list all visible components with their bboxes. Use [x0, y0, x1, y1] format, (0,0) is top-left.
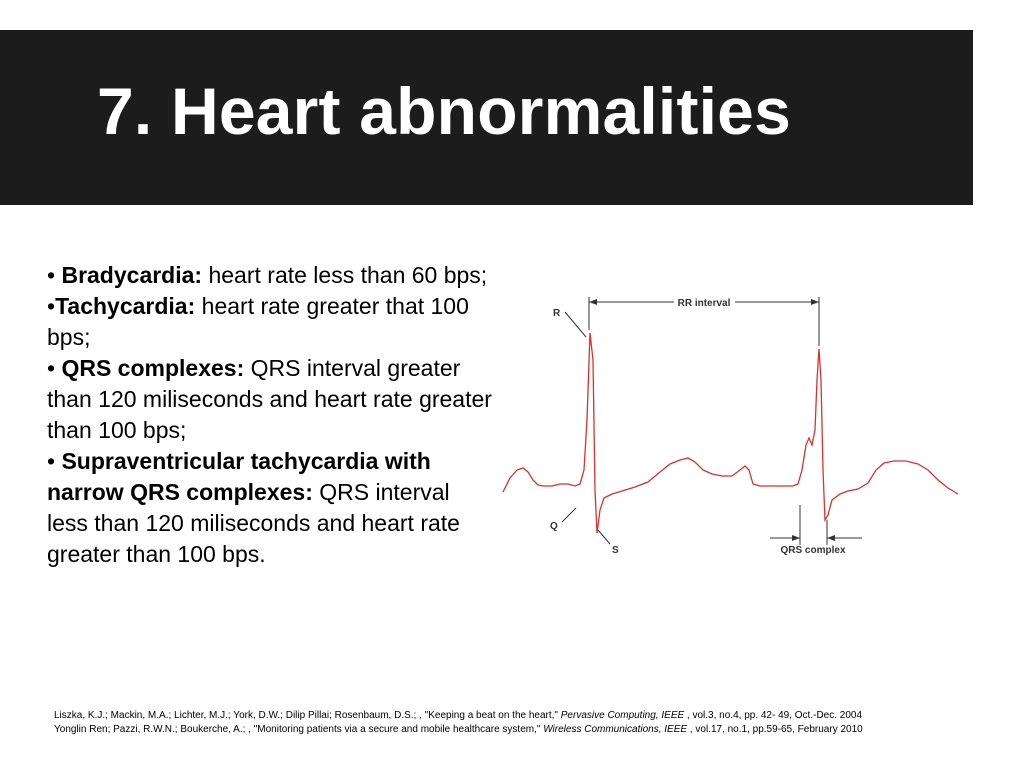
- title-bar: [0, 30, 973, 205]
- bullet-text: QRS interval less than 120 miliseconds a…: [47, 479, 460, 567]
- qrs-arrowhead-right: [827, 535, 835, 541]
- references: Liszka, K.J.; Mackin, M.A.; Lichter, M.J…: [54, 709, 974, 737]
- bullet-marker: •: [47, 448, 62, 474]
- q-pointer: [561, 507, 577, 523]
- s-pointer: [597, 529, 611, 545]
- reference-details: , vol.17, no.1, pp.59-65, February 2010: [687, 724, 863, 735]
- ecg-trace: [502, 332, 959, 534]
- bullet-text: heart rate greater that 100 bps;: [47, 293, 469, 350]
- bullet-term: Tachycardia:: [55, 293, 196, 319]
- bullet-tachycardia: •Tachycardia: heart rate greater that 10…: [47, 291, 492, 353]
- bullet-list: • Bradycardia: heart rate less than 60 b…: [47, 260, 492, 570]
- bullet-marker: •: [47, 355, 62, 381]
- qrs-complex-label: QRS complex: [780, 545, 845, 556]
- reference-authors: Yonglin Ren; Pazzi, R.W.N.; Boukerche, A…: [54, 724, 544, 735]
- qrs-arrowhead-left: [792, 535, 800, 541]
- bullet-svt: • Supraventricular tachycardia with narr…: [47, 446, 492, 570]
- bullet-term: Supraventricular tachycardia with narrow…: [47, 448, 431, 505]
- bullet-term: QRS complexes:: [61, 355, 245, 381]
- rr-arrowhead-left: [589, 299, 597, 305]
- ecg-diagram: RR interval R Q S QRS complex: [502, 297, 959, 556]
- bullet-term: Bradycardia:: [61, 262, 203, 288]
- bullet-text: heart rate less than 60 bps;: [202, 262, 488, 288]
- q-label: Q: [550, 521, 558, 532]
- bullet-text: QRS interval greater than 120 milisecond…: [47, 355, 492, 443]
- rr-interval-label: RR interval: [678, 298, 731, 309]
- rr-arrowhead-right: [811, 299, 819, 305]
- reference-2: Yonglin Ren; Pazzi, R.W.N.; Boukerche, A…: [54, 723, 974, 737]
- reference-authors: Liszka, K.J.; Mackin, M.A.; Lichter, M.J…: [54, 710, 561, 721]
- slide-title: 7. Heart abnormalities: [97, 74, 791, 148]
- r-label: R: [553, 308, 561, 319]
- bullet-marker: •: [47, 293, 56, 319]
- bullet-marker: •: [47, 262, 62, 288]
- reference-journal: Pervasive Computing, IEEE: [560, 710, 685, 721]
- r-pointer: [564, 311, 587, 338]
- reference-details: , vol.3, no.4, pp. 42- 49, Oct.-Dec. 200…: [684, 710, 863, 721]
- reference-journal: Wireless Communications, IEEE: [543, 724, 688, 735]
- bullet-qrs-complexes: • QRS complexes: QRS interval greater th…: [47, 353, 492, 446]
- bullet-bradycardia: • Bradycardia: heart rate less than 60 b…: [47, 260, 492, 291]
- reference-1: Liszka, K.J.; Mackin, M.A.; Lichter, M.J…: [54, 709, 974, 723]
- s-label: S: [612, 545, 619, 556]
